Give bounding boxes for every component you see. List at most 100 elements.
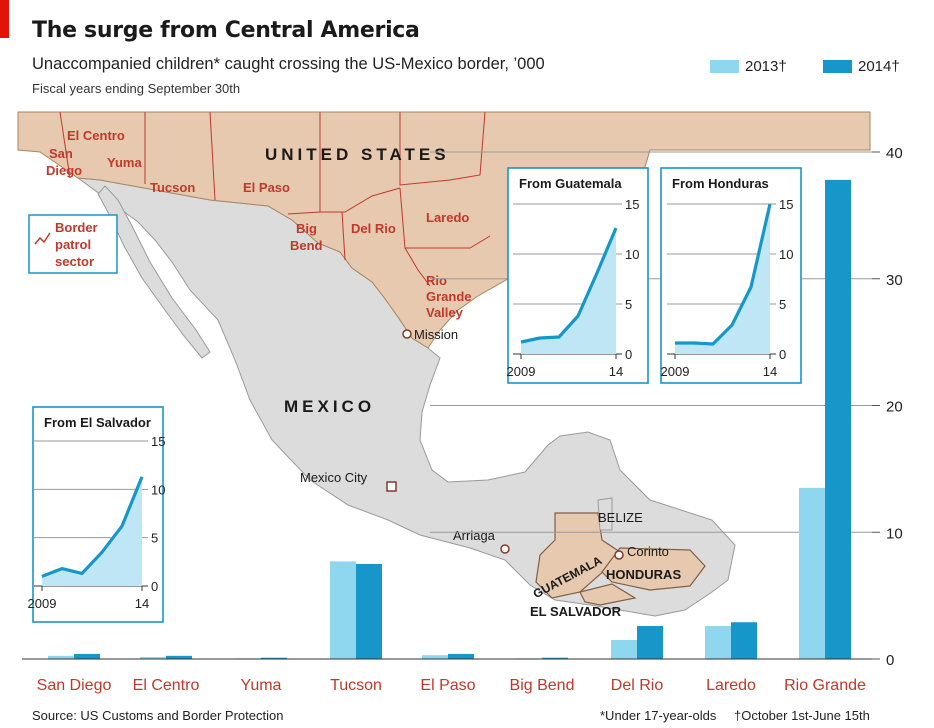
place-arriaga: Arriaga <box>453 528 496 543</box>
inset-area <box>675 204 770 354</box>
place-mission: Mission <box>414 327 458 342</box>
arriaga-marker <box>500 544 510 554</box>
bar-2013-el-paso <box>422 655 448 659</box>
x-tick-label: Tucson <box>330 677 382 694</box>
inset-x-tick-label: 2009 <box>28 596 57 611</box>
sector-label-tucson: Tucson <box>150 180 195 195</box>
inset-y-tick: 5 <box>625 297 632 312</box>
inset-y-tick: 5 <box>151 531 158 546</box>
legend-item-2013: 2013† <box>710 58 787 75</box>
sector-label-yuma: Yuma <box>107 155 142 170</box>
legend-label-2013: 2013† <box>745 58 787 75</box>
corinto-marker <box>614 550 624 560</box>
bar-2013-rio-grande <box>799 487 825 659</box>
x-tick-label: Laredo <box>706 677 756 694</box>
sector-label-laredo: Laredo <box>426 210 469 225</box>
inset-y-tick: 10 <box>779 247 793 262</box>
inset-y-tick: 15 <box>151 434 165 449</box>
sector-label-valley: Valley <box>426 305 464 320</box>
sector-label-rio: Rio <box>426 273 447 288</box>
inset-title: From Honduras <box>672 176 769 191</box>
x-tick-label: Del Rio <box>611 677 664 694</box>
sector-key-box <box>28 214 118 274</box>
bar-2014-yuma <box>261 657 287 659</box>
inset-x-tick-label: 14 <box>763 364 777 379</box>
inset-frame <box>32 406 164 623</box>
bar-2014-rio-grande <box>825 179 851 659</box>
inset-y-tick: 15 <box>625 197 639 212</box>
inset-line <box>675 203 772 346</box>
place-corinto: Corinto <box>627 544 669 559</box>
legend-item-2014: 2014† <box>823 58 900 75</box>
bar-2014-tucson <box>356 563 382 659</box>
bar-2014-el-centro <box>166 655 192 659</box>
y-tick-label: 10 <box>886 525 903 542</box>
us-label: UNITED STATES <box>265 145 450 164</box>
sector-borders <box>59 111 491 287</box>
sector-key-line-3: sector <box>55 254 94 269</box>
sector-key-line-2: patrol <box>55 237 91 252</box>
mission-marker <box>402 329 412 339</box>
bar-2014-big-bend <box>542 657 568 659</box>
x-tick-label: El Paso <box>420 677 475 694</box>
bar-2014-del-rio <box>637 626 663 659</box>
place-belize: BELIZE <box>598 510 643 525</box>
sector-label-big: Big <box>296 221 317 236</box>
chart-title: The surge from Central America <box>32 18 420 43</box>
y-tick-label: 20 <box>886 399 903 416</box>
place-mexico-city: Mexico City <box>300 470 368 485</box>
inset-y-tick: 5 <box>779 297 786 312</box>
inset-title: From Guatemala <box>519 176 622 191</box>
sector-label-el-centro: El Centro <box>67 128 125 143</box>
inset-y-tick: 15 <box>779 197 793 212</box>
x-tick-label: Rio Grande <box>784 677 866 694</box>
map: UNITED STATES MEXICO El Centro San Diego… <box>17 111 871 619</box>
bar-2013-laredo <box>705 626 731 659</box>
inset-area <box>521 228 616 354</box>
sector-label-san: San <box>49 146 73 161</box>
bar-2014-san-diego <box>74 653 100 659</box>
sector-key-line-1: Border <box>55 220 98 235</box>
x-tick-label: Big Bend <box>510 677 575 694</box>
sector-label-bend: Bend <box>290 238 323 253</box>
source-note: Source: US Customs and Border Protection <box>32 708 284 723</box>
brand-tag <box>0 0 9 38</box>
belize-shape <box>597 497 613 531</box>
sector-label-el-paso: El Paso <box>243 180 290 195</box>
bar-2014-laredo <box>731 622 757 659</box>
mexico-city-marker <box>386 481 397 492</box>
inset-y-tick: 0 <box>779 347 786 362</box>
x-tick-label: El Centro <box>133 677 200 694</box>
inset-title: From El Salvador <box>44 415 151 430</box>
inset-x-tick-label: 2009 <box>661 364 690 379</box>
sector-label-del-rio: Del Rio <box>351 221 396 236</box>
el-salvador-shape <box>579 583 637 606</box>
honduras-shape <box>601 547 706 591</box>
inset-area <box>42 476 142 586</box>
sector-label-grande: Grande <box>426 289 472 304</box>
inset-from-guatemala: From Guatemala 0 5 10 15 2009 14 <box>507 167 649 384</box>
sector-label-diego: Diego <box>46 163 82 178</box>
bar-2013-san-diego <box>48 655 74 659</box>
x-tick-label: Yuma <box>241 677 282 694</box>
sector-key-icon <box>34 232 51 245</box>
bar-2013-del-rio <box>611 639 637 659</box>
legend-swatch-2013 <box>710 60 739 73</box>
inset-y-tick: 10 <box>151 482 165 497</box>
bar-2013-tucson <box>330 561 356 659</box>
inset-y-tick: 0 <box>625 347 632 362</box>
inset-x-tick-label: 2009 <box>507 364 536 379</box>
place-honduras: HONDURAS <box>606 567 681 582</box>
y-tick-label: 30 <box>886 272 903 289</box>
bar-2013-el-centro <box>140 657 166 659</box>
inset-y-tick: 0 <box>151 579 158 594</box>
bar-2014-el-paso <box>448 653 474 659</box>
inset-from-el-salvador: From El Salvador 0 5 10 15 2009 14 <box>28 406 165 623</box>
inset-y-tick: 10 <box>625 247 639 262</box>
inset-from-honduras: From Honduras 0 5 10 15 2009 14 <box>660 167 802 384</box>
x-tick-label: San Diego <box>37 677 112 694</box>
footnote-period: †October 1st-June 15th <box>734 708 870 723</box>
inset-x-tick-label: 14 <box>609 364 623 379</box>
